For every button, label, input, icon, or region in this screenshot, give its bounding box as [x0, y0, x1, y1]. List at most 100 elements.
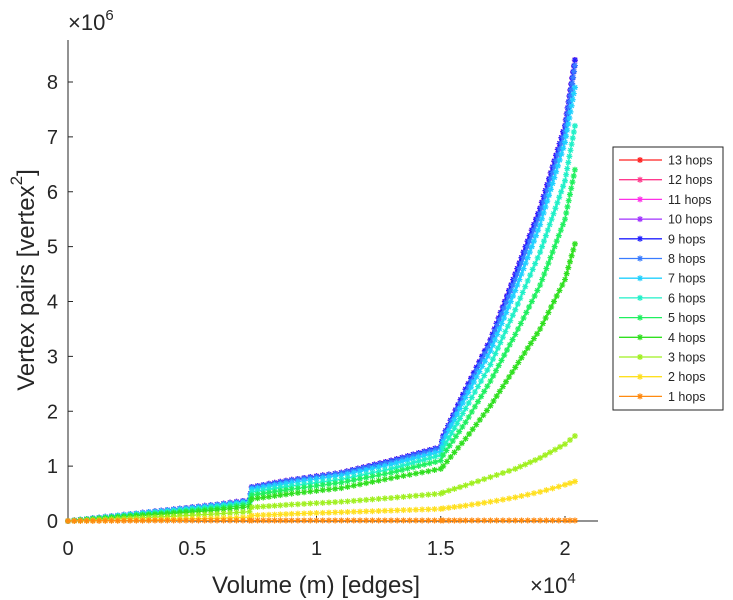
data-point-marker — [523, 309, 530, 316]
data-point-marker — [524, 517, 531, 524]
data-point-marker — [260, 494, 267, 501]
data-point-marker — [426, 455, 433, 462]
data-point-marker — [271, 485, 278, 492]
legend-marker — [637, 235, 643, 242]
data-point-marker — [431, 506, 438, 513]
series-line — [67, 59, 576, 522]
data-point-marker — [473, 373, 480, 380]
data-point-marker — [313, 510, 320, 517]
data-point-marker — [369, 508, 376, 515]
data-point-marker — [356, 508, 363, 515]
data-point-marker — [562, 177, 568, 184]
data-point-marker — [489, 356, 496, 363]
data-point-marker — [271, 502, 278, 509]
legend-label: 5 hops — [668, 311, 706, 325]
data-point-marker — [528, 243, 535, 250]
plot-area — [65, 57, 578, 524]
data-point-marker — [415, 451, 422, 458]
data-point-marker — [533, 232, 540, 239]
data-point-marker — [517, 463, 524, 470]
legend-marker — [637, 255, 643, 262]
data-point-marker — [571, 240, 578, 247]
legend-label: 3 hops — [668, 351, 706, 365]
data-point-marker — [514, 282, 521, 289]
data-point-marker — [564, 203, 571, 210]
data-point-marker — [313, 517, 320, 524]
data-point-marker — [562, 216, 568, 223]
data-point-marker — [350, 473, 357, 480]
data-point-marker — [332, 473, 339, 480]
data-point-marker — [437, 465, 444, 472]
data-point-marker — [526, 238, 533, 245]
data-point-marker — [548, 303, 555, 310]
data-point-marker — [502, 328, 509, 335]
data-point-marker — [465, 414, 472, 421]
data-point-marker — [481, 388, 488, 395]
data-point-marker — [475, 517, 482, 524]
data-point-marker — [471, 403, 478, 410]
y-multiplier: ×106 — [68, 7, 114, 35]
data-point-marker — [254, 512, 261, 519]
data-point-marker — [560, 134, 567, 141]
data-point-marker — [265, 489, 272, 496]
data-point-marker — [207, 511, 214, 518]
data-point-marker — [382, 460, 389, 467]
data-point-marker — [494, 331, 501, 338]
data-point-marker — [307, 488, 314, 495]
data-point-marker — [344, 478, 351, 485]
data-point-marker — [133, 517, 140, 524]
data-point-marker — [425, 506, 432, 513]
data-point-marker — [538, 215, 545, 222]
data-point-marker — [220, 510, 227, 517]
data-point-marker — [539, 320, 546, 327]
data-point-marker — [549, 517, 556, 524]
data-point-marker — [277, 502, 284, 509]
data-point-marker — [388, 461, 395, 468]
x-multiplier: ×104 — [530, 570, 576, 598]
data-point-marker — [189, 517, 196, 524]
data-point-marker — [282, 483, 289, 490]
data-point-marker — [557, 227, 564, 234]
data-point-marker — [495, 362, 502, 369]
data-point-marker — [484, 367, 491, 374]
data-point-marker — [526, 249, 533, 256]
data-point-marker — [288, 482, 295, 489]
data-point-marker — [325, 474, 332, 481]
x-axis-label: Volume (m) [edges] — [212, 572, 420, 599]
data-point-marker — [421, 461, 428, 468]
data-point-marker — [470, 372, 477, 379]
data-point-marker — [509, 369, 516, 376]
data-point-marker — [419, 506, 426, 513]
data-point-marker — [332, 517, 339, 524]
data-point-marker — [294, 501, 301, 508]
data-point-marker — [554, 199, 561, 206]
data-point-marker — [350, 469, 357, 476]
data-point-marker — [571, 84, 578, 91]
data-point-marker — [207, 517, 214, 524]
data-point-marker — [248, 504, 255, 511]
data-point-marker — [534, 330, 541, 337]
data-point-marker — [239, 504, 246, 511]
data-point-marker — [77, 517, 84, 524]
data-point-marker — [518, 354, 525, 361]
data-point-marker — [393, 468, 400, 475]
data-point-marker — [363, 471, 370, 478]
data-point-marker — [388, 475, 395, 482]
data-point-marker — [568, 102, 575, 109]
data-point-marker — [406, 471, 413, 478]
data-point-marker — [505, 303, 512, 310]
data-point-marker — [498, 320, 505, 327]
data-point-marker — [501, 352, 508, 359]
data-point-marker — [214, 510, 221, 517]
data-point-marker — [553, 157, 560, 164]
data-point-marker — [554, 151, 561, 158]
legend-marker — [637, 334, 643, 341]
data-point-marker — [454, 406, 461, 413]
data-point-marker — [547, 449, 554, 456]
data-point-marker — [388, 494, 395, 501]
data-point-marker — [499, 383, 506, 390]
data-point-marker — [534, 254, 541, 261]
legend-label: 13 hops — [668, 154, 712, 168]
series-line — [67, 59, 576, 522]
data-point-marker — [540, 198, 547, 205]
